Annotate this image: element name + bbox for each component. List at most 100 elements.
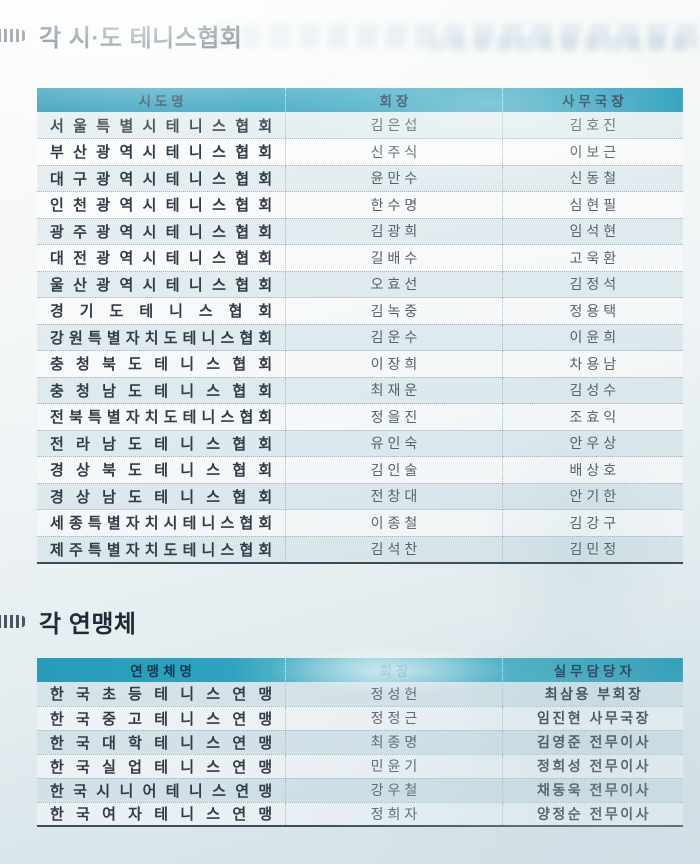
association-name: 충 청 북 도 테 니 스 협 회: [37, 350, 287, 378]
association-name: 전 북 특 별 자 치 도 테 니 스 협 회: [37, 403, 287, 431]
president-name: 한수명: [285, 191, 503, 219]
secretary-general-name: 김강구: [502, 509, 683, 537]
secretary-general-name: 김성수: [502, 377, 683, 404]
column-header-federation-name: 연맹체명: [37, 658, 287, 682]
table-row: 서 울 특 별 시 테 니 스 협 회 김은섭 김호진: [37, 112, 683, 139]
association-name: 인 천 광 역 시 테 니 스 협 회: [37, 191, 287, 219]
secretary-general-name: 김호진: [502, 112, 683, 139]
association-name: 세 종 특 별 자 치 시 테 니 스 협 회: [37, 509, 287, 537]
table-header-row: 연맹체명 회장 실무담당자: [37, 658, 683, 682]
association-name: 광 주 광 역 시 테 니 스 협 회: [37, 218, 287, 245]
association-name: 경 상 북 도 테 니 스 협 회: [37, 456, 287, 484]
column-header-president: 회장: [285, 88, 503, 112]
working-manager-name: 양정순 전무이사: [502, 802, 683, 827]
section1-title: 각 시·도 테니스협회: [39, 25, 243, 52]
secretary-general-name: 안기한: [502, 483, 683, 510]
table-row: 부 산 광 역 시 테 니 스 협 회 신주식 이보근: [37, 138, 683, 166]
secretary-general-name: 정용택: [502, 297, 683, 325]
president-name: 김석찬: [285, 536, 503, 564]
table-row: 경 상 남 도 테 니 스 협 회 전창대 안기한: [37, 483, 683, 510]
table-row: 울 산 광 역 시 테 니 스 협 회 오효선 김정석: [37, 271, 683, 298]
president-name: 최재운: [285, 377, 503, 404]
page-bleedthrough-ghost-text: [430, 36, 698, 52]
column-header-secretary-general: 사무국장: [561, 94, 628, 109]
table-row: 한 국 여 자 테 니 스 연 맹 정희자 양정순 전무이사: [37, 802, 683, 827]
president-name: 유인숙: [285, 430, 503, 457]
association-name: 전 라 남 도 테 니 스 협 회: [37, 430, 287, 457]
table-row: 한 국 시 니 어 테 니 스 연 맹 강우철 채동욱 전무이사: [37, 778, 683, 803]
column-header-president: 회장: [285, 658, 503, 682]
federation-name: 한 국 실 업 테 니 스 연 맹: [37, 754, 287, 779]
secretary-general-name: 이윤희: [502, 324, 683, 351]
president-name: 김광희: [285, 218, 503, 245]
secretary-general-name: 조효익: [502, 403, 683, 431]
federation-table: 연맹체명 회장 실무담당자 한 국 초 등 테 니 스 연 맹 정성헌 최삼용 …: [37, 658, 683, 827]
table-row: 한 국 대 학 테 니 스 연 맹 최종명 김영준 전무이사: [37, 730, 683, 755]
president-name: 오효선: [285, 271, 503, 298]
working-manager-name: 김영준 전무이사: [502, 730, 683, 755]
section2-title: 각 연맹체: [39, 611, 137, 638]
secretary-general-name: 이보근: [502, 138, 683, 166]
table-row: 한 국 중 고 테 니 스 연 맹 정정근 임진현 사무국장: [37, 706, 683, 731]
president-name: 신주식: [285, 138, 503, 166]
secretary-general-name: 안우상: [502, 430, 683, 457]
president-name: 길배수: [285, 244, 503, 272]
president-name: 이장희: [285, 350, 503, 378]
federation-name: 한 국 시 니 어 테 니 스 연 맹: [37, 778, 287, 803]
table-row: 전 라 남 도 테 니 스 협 회 유인숙 안우상: [37, 430, 683, 457]
secretary-general-name: 김정석: [502, 271, 683, 298]
association-name: 경 상 남 도 테 니 스 협 회: [37, 483, 287, 510]
table-row: 충 청 북 도 테 니 스 협 회 이장희 차용남: [37, 350, 683, 378]
association-name: 제 주 특 별 자 치 도 테 니 스 협 회: [37, 536, 287, 564]
table-row: 전 북 특 별 자 치 도 테 니 스 협 회 정을진 조효익: [37, 403, 683, 431]
secretary-general-name: 신동철: [502, 165, 683, 192]
federation-name: 한 국 대 학 테 니 스 연 맹: [37, 730, 287, 755]
association-name: 경 기 도 테 니 스 협 회: [37, 297, 287, 325]
president-name: 정정근: [285, 706, 503, 731]
table-row: 제 주 특 별 자 치 도 테 니 스 협 회 김석찬 김민정: [37, 536, 683, 564]
section2-title-row: 각 연맹체: [0, 604, 137, 639]
association-name: 대 구 광 역 시 테 니 스 협 회: [37, 165, 287, 192]
working-manager-name: 정희성 전무이사: [502, 754, 683, 779]
president-name: 윤만수: [285, 165, 503, 192]
table-row: 충 청 남 도 테 니 스 협 회 최재운 김성수: [37, 377, 683, 404]
association-name: 울 산 광 역 시 테 니 스 협 회: [37, 271, 287, 298]
federation-name: 한 국 여 자 테 니 스 연 맹: [37, 802, 287, 827]
federation-name: 한 국 중 고 테 니 스 연 맹: [37, 706, 287, 731]
working-manager-name: 임진현 사무국장: [502, 706, 683, 731]
working-manager-name: 채동욱 전무이사: [502, 778, 683, 803]
president-name: 정을진: [285, 403, 503, 431]
secretary-general-name: 배상호: [502, 456, 683, 484]
association-name: 부 산 광 역 시 테 니 스 협 회: [37, 138, 287, 166]
president-name: 김녹중: [285, 297, 503, 325]
table-header-row: 시도명 회장 사무국장: [37, 88, 683, 112]
table-row: 경 기 도 테 니 스 협 회 김녹중 정용택: [37, 297, 683, 325]
working-manager-name: 최삼용 부회장: [502, 682, 683, 707]
president-name: 민윤기: [285, 754, 503, 779]
section-bullet-icon: [0, 29, 26, 42]
president-name: 김은섭: [285, 112, 503, 139]
president-name: 정희자: [285, 802, 503, 827]
section1-title-row: 각 시·도 테니스협회: [0, 18, 242, 53]
table-row: 세 종 특 별 자 치 시 테 니 스 협 회 이종철 김강구: [37, 509, 683, 537]
secretary-general-name: 임석현: [502, 218, 683, 245]
table-row: 경 상 북 도 테 니 스 협 회 김인술 배상호: [37, 456, 683, 484]
table-row: 인 천 광 역 시 테 니 스 협 회 한수명 심현필: [37, 191, 683, 219]
president-name: 최종명: [285, 730, 503, 755]
association-name: 충 청 남 도 테 니 스 협 회: [37, 377, 287, 404]
sido-tennis-association-table: 시도명 회장 사무국장 서 울 특 별 시 테 니 스 협 회 김은섭 김호진 …: [37, 88, 683, 564]
section-bullet-icon: [0, 615, 26, 628]
association-name: 강 원 특 별 자 치 도 테 니 스 협 회: [37, 324, 287, 351]
secretary-general-name: 차용남: [502, 350, 683, 378]
president-name: 전창대: [285, 483, 503, 510]
table-row: 대 전 광 역 시 테 니 스 협 회 길배수 고욱환: [37, 244, 683, 272]
secretary-general-name: 김민정: [502, 536, 683, 564]
association-name: 대 전 광 역 시 테 니 스 협 회: [37, 244, 287, 272]
table-row: 강 원 특 별 자 치 도 테 니 스 협 회 김운수 이윤희: [37, 324, 683, 351]
column-header-sido-name: 시도명: [37, 88, 287, 112]
president-name: 정성헌: [285, 682, 503, 707]
table-row: 광 주 광 역 시 테 니 스 협 회 김광희 임석현: [37, 218, 683, 245]
president-name: 강우철: [285, 778, 503, 803]
table-row: 한 국 실 업 테 니 스 연 맹 민윤기 정희성 전무이사: [37, 754, 683, 779]
secretary-general-name: 심현필: [502, 191, 683, 219]
